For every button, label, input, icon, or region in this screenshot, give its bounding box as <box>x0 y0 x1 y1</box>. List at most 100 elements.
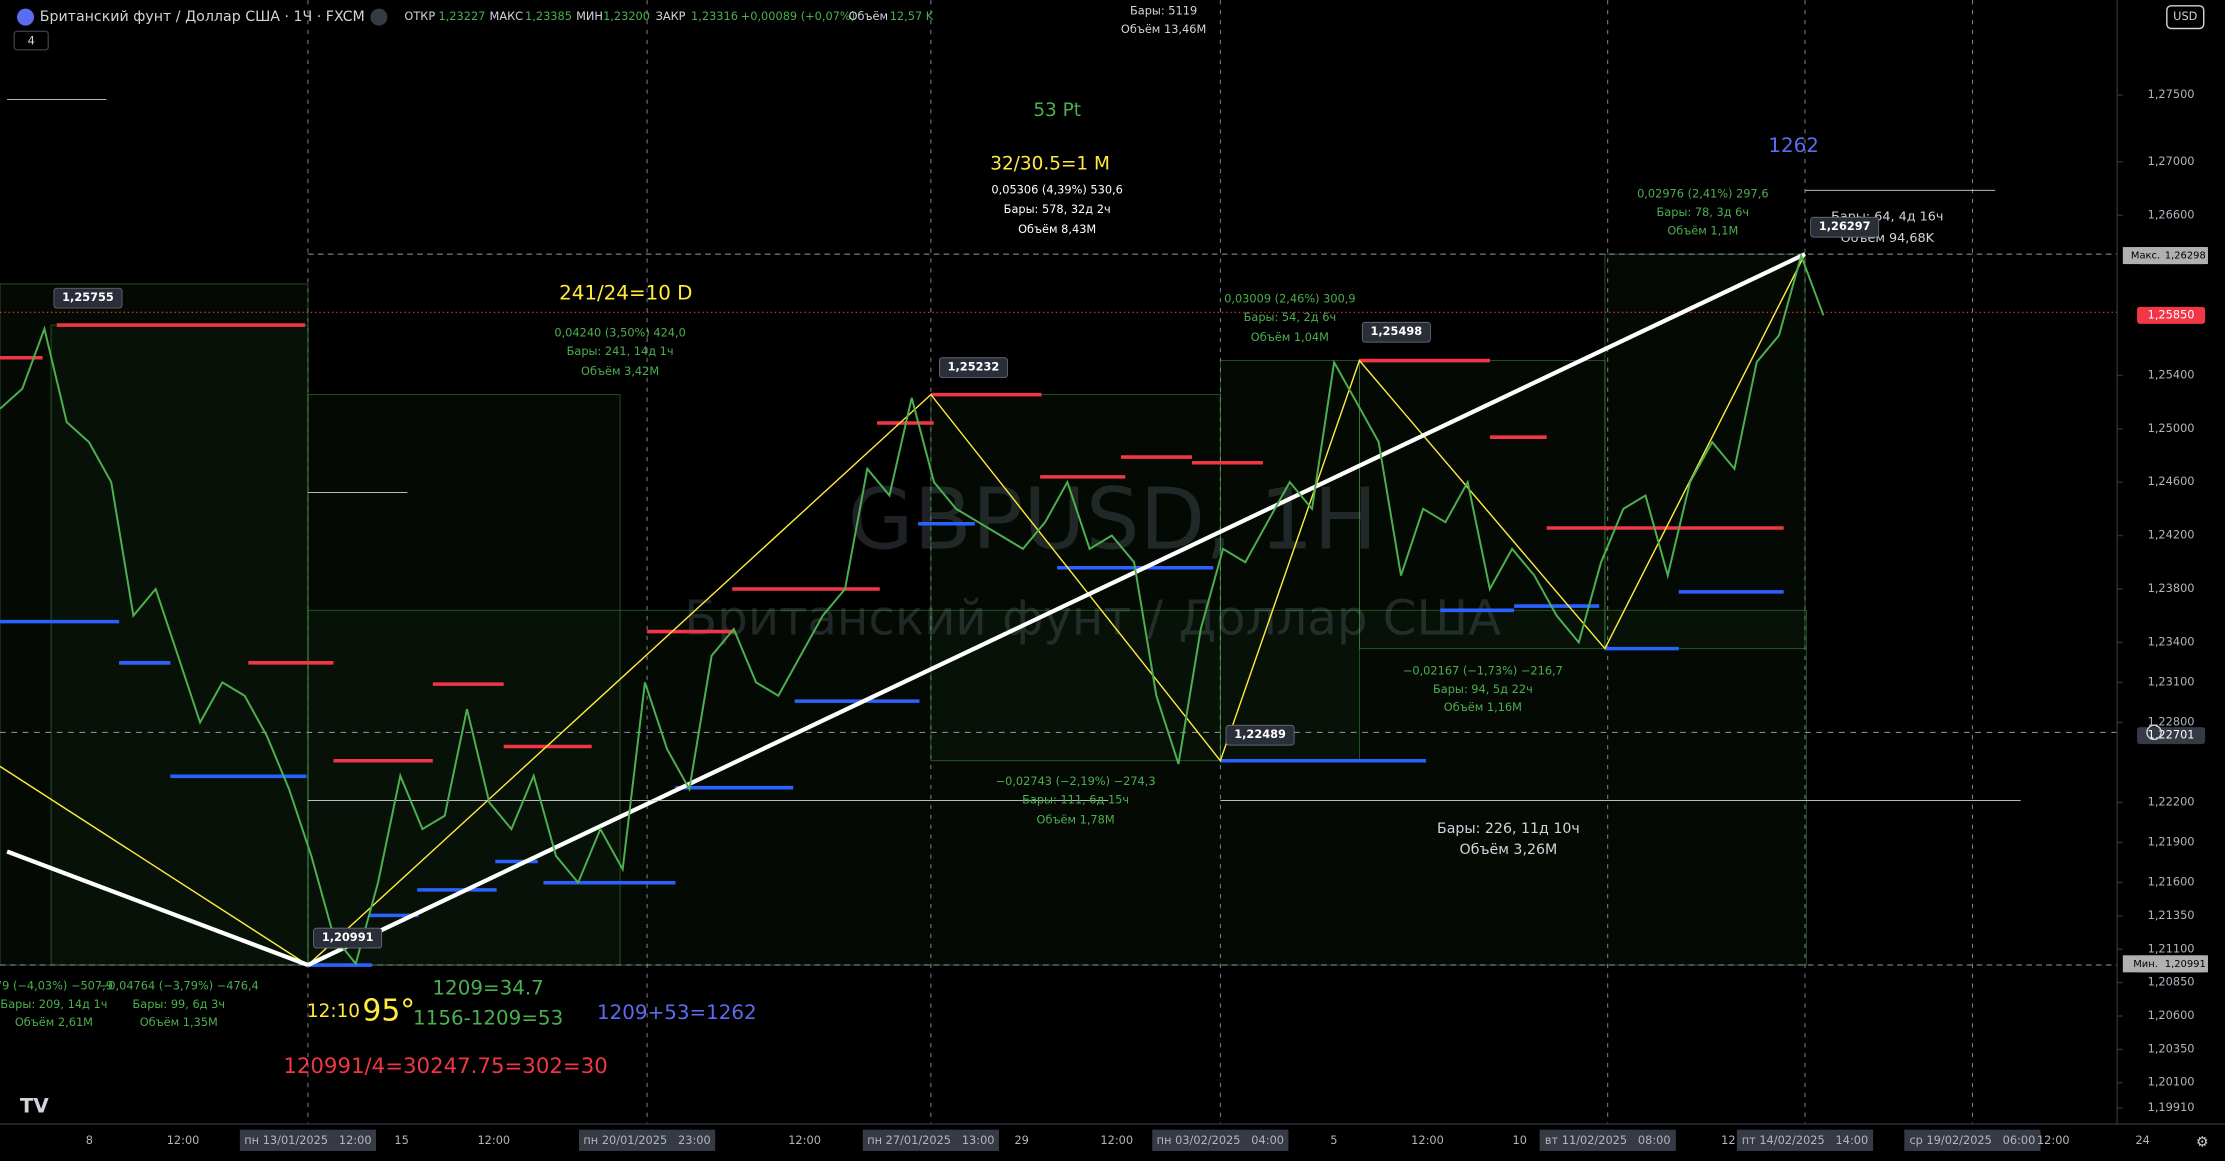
annotation: Бары: 99, 6д 3ч <box>133 997 226 1011</box>
annotation: Бары: 241, 14д 1ч <box>567 344 674 358</box>
annotation: 95° <box>362 993 415 1028</box>
annotation: 32/30.5=1 M <box>990 154 1110 175</box>
y-tick-label: 1,21100 <box>2148 941 2195 955</box>
time-label-box <box>1736 1129 1874 1151</box>
annotation: Бары: 578, 32д 2ч <box>1004 202 1111 216</box>
annotation: 1156-1209=53 <box>413 1006 563 1029</box>
volume-label: Объём <box>849 9 888 23</box>
y-tick-label: 1,24200 <box>2148 528 2195 542</box>
annotation: Объём 1,1M <box>1667 223 1738 237</box>
high-label: МАКС <box>490 9 524 23</box>
close: 1,23316 <box>691 9 738 23</box>
time-label-box <box>862 1129 999 1151</box>
annotation: 12:10 <box>307 1001 360 1022</box>
price-label-box <box>2137 306 2206 324</box>
time-label-box <box>578 1129 716 1151</box>
annotation: Объём 1,78M <box>1037 812 1115 826</box>
time-tick-label: пн 27/01/2025 13:00 <box>867 1133 994 1147</box>
time-tick-label: 12 <box>1721 1133 1735 1147</box>
symbol-icon <box>17 8 35 26</box>
price-callout <box>939 357 1008 378</box>
header: Британский фунт / Доллар США · 1Ч · FXCM… <box>13 3 2205 51</box>
y-tick-label: 1,25000 <box>2148 421 2195 435</box>
y-tick-label: 1,20100 <box>2148 1075 2195 1089</box>
time-tick-label: 12:00 <box>1100 1133 1133 1147</box>
change: +0,00089 (+0,07%) <box>741 9 855 23</box>
y-tick-label: 1,21600 <box>2148 875 2195 889</box>
y-tick-label: 1,20850 <box>2148 975 2195 989</box>
annotation: Бары: 226, 11д 10ч <box>1437 821 1580 837</box>
price-callout-label: 1,26297 <box>1819 219 1871 233</box>
annotation: Объём 2,61M <box>15 1015 93 1029</box>
settings-icon: ⚙ <box>2196 1134 2209 1150</box>
time-tick-label: 15 <box>394 1133 408 1147</box>
collapse-button[interactable] <box>13 30 49 51</box>
time-tick-label: пт 14/02/2025 14:00 <box>1742 1133 1869 1147</box>
crosshair-button[interactable] <box>2146 724 2162 741</box>
price-label-box <box>2165 247 2208 265</box>
high: 1,23385 <box>525 9 572 23</box>
annotation: Объём 3,42M <box>581 364 659 378</box>
annotation: 0,04240 (3,50%) 424,0 <box>554 326 685 340</box>
time-tick-label: 10 <box>1513 1133 1527 1147</box>
time-tick-label: 29 <box>1014 1133 1028 1147</box>
annotation: −0,02167 (−1,73%) −216,7 <box>1403 663 1563 677</box>
price-callout <box>1361 321 1431 343</box>
time-tick-label: 12:00 <box>477 1133 510 1147</box>
currency: USD <box>2173 9 2198 23</box>
time-tick-label: ср 19/02/2025 06:00 <box>1909 1133 2035 1147</box>
time-tick-label: вт 11/02/2025 08:00 <box>1545 1133 1671 1147</box>
annotation: Бары: 94, 5д 22ч <box>1433 682 1533 696</box>
annotation: 0,02976 (2,41%) 297,6 <box>1637 187 1768 201</box>
annotation: Бары: 78, 3д 6ч <box>1657 205 1750 219</box>
plot <box>0 0 2118 1124</box>
y-tick-label: 1,27000 <box>2148 154 2195 168</box>
volume-total: Объём 13,46M <box>1121 22 1206 36</box>
time-tick-label: 12:00 <box>2037 1133 2070 1147</box>
measure-box <box>50 324 309 966</box>
y-tick-label: 1,27500 <box>2148 87 2195 101</box>
logo: TV <box>20 1094 50 1117</box>
watermark-ticker: GBPUSD, 1H <box>848 471 1378 570</box>
time-label-box <box>1539 1129 1676 1151</box>
annotation: Бары: 54, 2д 6ч <box>1244 310 1337 324</box>
y-tick-label: 1,25400 <box>2148 367 2195 381</box>
price-tag-box <box>2122 955 2169 973</box>
annotation: Объём 3,26M <box>1460 842 1558 858</box>
annotation: 241/24=10 D <box>559 281 692 304</box>
time-tick-label: 12:00 <box>788 1133 821 1147</box>
price-callout <box>313 927 383 949</box>
low: 1,23200 <box>603 9 650 23</box>
open-label: ОТКР <box>404 9 435 23</box>
y-tick-label: 1,21900 <box>2148 835 2195 849</box>
price-callout <box>1810 216 1880 238</box>
y-tick-label: 1,23100 <box>2148 674 2195 688</box>
indicator-count: 4 <box>28 33 35 47</box>
y-tick-label: 1,20350 <box>2148 1041 2195 1055</box>
annotation: 79 (−4,03%) −507,9 <box>0 978 113 992</box>
hide-button[interactable] <box>370 8 388 26</box>
annotation: 1209+53=1262 <box>597 1001 757 1024</box>
close-label: ЗАКР <box>656 9 686 23</box>
time-tick-label: 5 <box>1330 1133 1337 1147</box>
time-tick-label: 12:00 <box>1411 1133 1444 1147</box>
price-callout <box>53 287 123 309</box>
annotation: 120991/4=30247.75=302=30 <box>283 1054 607 1079</box>
currency-button[interactable] <box>2166 5 2205 30</box>
annotation: −0,04764 (−3,79%) −476,4 <box>99 978 259 992</box>
price-label: 1,22701 <box>2148 728 2195 742</box>
price-callout-label: 1,25755 <box>62 290 114 304</box>
annotation: Объём 1,04M <box>1251 330 1329 344</box>
annotation: Объём 1,35M <box>140 1015 218 1029</box>
price-tag: Макс. <box>2131 251 2160 262</box>
measure-box <box>307 609 1807 966</box>
time-tick-label: 12:00 <box>167 1133 200 1147</box>
price-tag: Мин. <box>2133 959 2158 970</box>
time-label-box <box>1152 1129 1289 1151</box>
time-tick-label: пн 13/01/2025 12:00 <box>244 1133 371 1147</box>
y-tick-label: 1,21350 <box>2148 908 2195 922</box>
time-label-box <box>1904 1129 2041 1151</box>
annotation: Бары: 111, 6д 15ч <box>1022 792 1129 806</box>
